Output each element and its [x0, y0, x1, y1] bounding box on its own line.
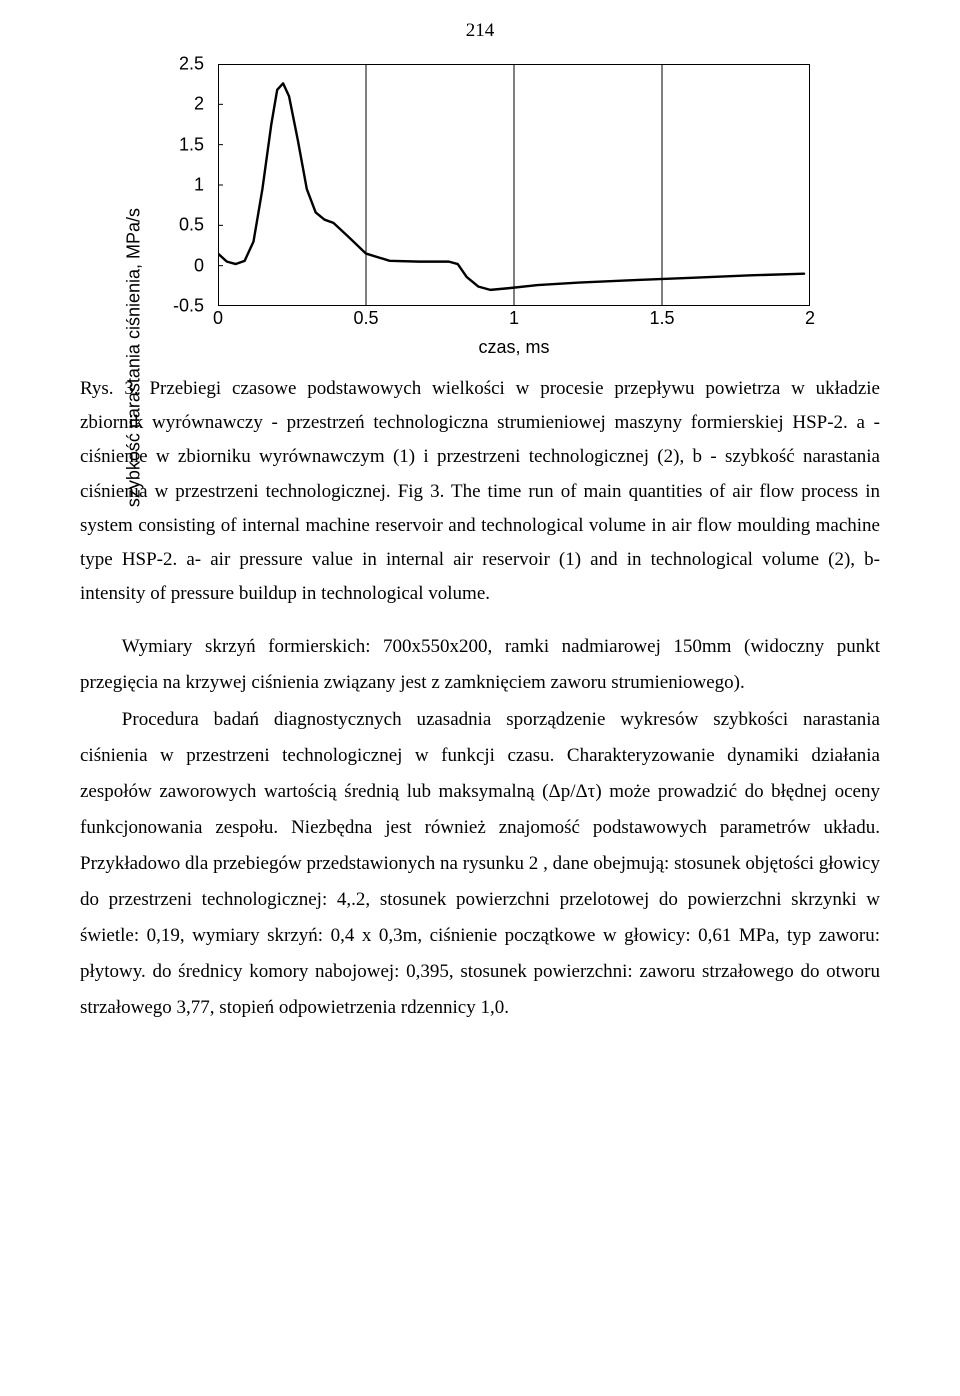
x-axis-label: czas, ms	[218, 337, 810, 358]
figure-caption: Rys. 3. Przebiegi czasowe podstawowych w…	[80, 372, 880, 611]
line-chart: szybkość narastania ciśnienia, MPa/s -0.…	[140, 58, 820, 358]
chart-svg	[218, 64, 810, 306]
plot-area	[218, 64, 810, 306]
y-tick-label: 0.5	[179, 215, 204, 236]
y-tick-label: 1	[194, 175, 204, 196]
page-number: 214	[80, 20, 880, 42]
x-tick-label: 2	[805, 308, 815, 329]
paragraph-1: Wymiary skrzyń formierskich: 700x550x200…	[80, 629, 880, 701]
y-tick-label: 0	[194, 255, 204, 276]
y-tick-label: 2.5	[179, 54, 204, 75]
y-tick-label: 2	[194, 94, 204, 115]
y-tick-label: -0.5	[173, 296, 204, 317]
paragraph-2: Procedura badań diagnostycznych uzasadni…	[80, 702, 880, 1027]
x-tick-label: 0	[213, 308, 223, 329]
y-tick-label: 1.5	[179, 134, 204, 155]
y-tick-labels: -0.500.511.522.5	[140, 64, 210, 306]
x-tick-label: 1	[509, 308, 519, 329]
x-tick-label: 0.5	[353, 308, 378, 329]
x-tick-label: 1.5	[649, 308, 674, 329]
x-tick-labels: 00.511.52	[218, 308, 810, 330]
